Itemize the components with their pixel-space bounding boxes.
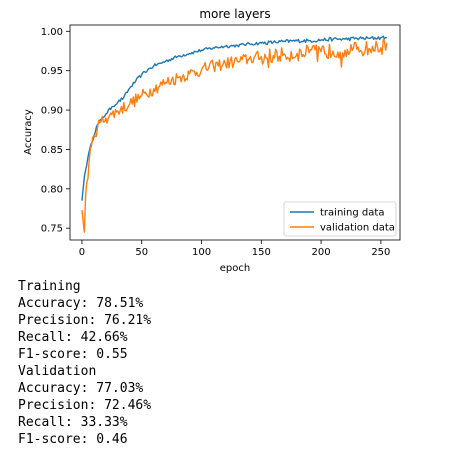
x-tick-label: 150 (252, 247, 271, 258)
validation-data-line (81, 38, 388, 233)
y-tick-label: 0.75 (41, 224, 63, 235)
x-tick-label: 0 (79, 247, 85, 258)
legend-label-validation: validation data (320, 223, 395, 234)
training-heading: Training (18, 279, 81, 294)
plot-frame (69, 24, 401, 241)
validation-precision: Precision: 72.46% (18, 398, 152, 413)
chart-title: more layers (199, 7, 270, 21)
y-tick-label: 1.00 (41, 27, 63, 38)
metrics-output: Training Accuracy: 78.51% Precision: 76.… (18, 278, 151, 448)
accuracy-chart: more layers 0 50 100 150 200 250 0.75 0.80 0.85… (23, 7, 401, 274)
validation-heading: Validation (18, 364, 97, 379)
validation-recall: Recall: 33.33% (18, 415, 128, 430)
x-tick-label: 200 (312, 247, 331, 258)
y-tick-label: 0.80 (41, 184, 63, 195)
y-axis: 0.75 0.80 0.85 0.90 0.95 1.00 (41, 27, 70, 235)
training-f1: F1-score: 0.55 (18, 347, 128, 362)
x-tick-label: 50 (135, 247, 148, 258)
x-axis-label: epoch (220, 263, 250, 274)
validation-accuracy: Accuracy: 77.03% (18, 381, 144, 396)
y-tick-label: 0.95 (41, 66, 63, 77)
legend: training data validation data (283, 201, 397, 237)
x-tick-label: 250 (371, 247, 390, 258)
training-accuracy: Accuracy: 78.51% (18, 296, 144, 311)
training-precision: Precision: 76.21% (18, 313, 152, 328)
x-axis: 0 50 100 150 200 250 (79, 240, 390, 258)
training-data-line (81, 35, 387, 201)
plot-area (81, 35, 388, 233)
validation-f1: F1-score: 0.46 (18, 432, 128, 447)
y-tick-label: 0.85 (41, 145, 63, 156)
x-tick-label: 100 (192, 247, 211, 258)
training-recall: Recall: 42.66% (18, 330, 128, 345)
legend-label-training: training data (320, 208, 384, 219)
y-axis-label: Accuracy (23, 109, 34, 155)
y-tick-label: 0.90 (41, 106, 63, 117)
